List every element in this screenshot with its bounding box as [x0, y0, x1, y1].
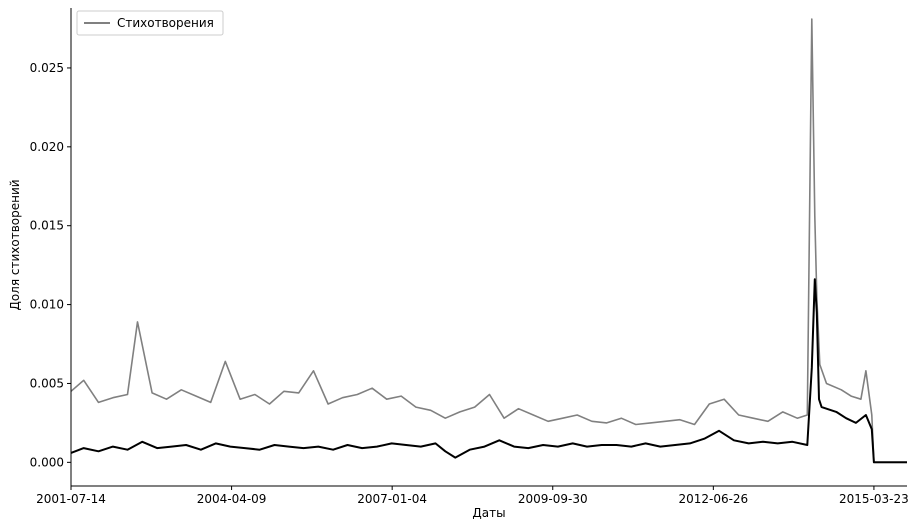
y-tick-label: 0.010	[30, 298, 64, 312]
y-tick-label: 0.000	[30, 455, 64, 469]
x-tick-label: 2015-03-23	[839, 492, 909, 506]
x-tick-label: 2009-09-30	[518, 492, 588, 506]
legend-frame	[76, 10, 224, 36]
series-line-smoothed	[70, 278, 907, 464]
x-tick-label: 2007-01-04	[357, 492, 427, 506]
plot-lines	[70, 18, 907, 464]
x-ticks: 2001-07-14 2004-04-09 2007-01-04 2009-09-30…	[36, 486, 909, 506]
y-axis-label: Доля стихотворений	[8, 179, 22, 310]
legend: Стихотворения	[76, 10, 224, 36]
axes	[70, 8, 907, 487]
x-axis-label: Даты	[472, 506, 505, 520]
x-tick-label: 2004-04-09	[197, 492, 267, 506]
y-tick-label: 0.015	[30, 219, 64, 233]
y-tick-label: 0.025	[30, 61, 64, 75]
y-ticks: 0.000 0.005 0.010 0.015 0.020 0.025	[30, 61, 71, 469]
x-tick-label: 2012-06-26	[678, 492, 748, 506]
legend-label: Стихотворения	[117, 16, 214, 30]
x-tick-label: 2001-07-14	[36, 492, 106, 506]
y-tick-label: 0.005	[30, 376, 64, 390]
y-tick-label: 0.020	[30, 140, 64, 154]
series-line-raw	[70, 18, 907, 464]
